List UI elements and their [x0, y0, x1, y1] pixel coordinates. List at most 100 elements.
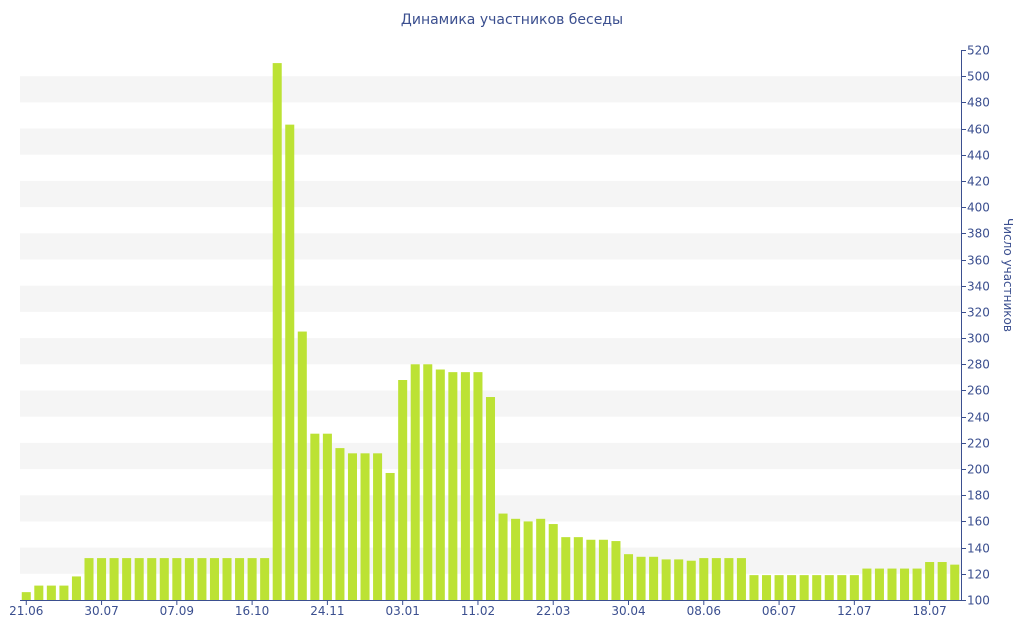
x-tick-label: 11.02 [461, 604, 495, 618]
bar[interactable] [335, 448, 345, 600]
bar[interactable] [511, 518, 521, 600]
y-tick-label: 440 [967, 149, 990, 163]
x-tick-label: 30.07 [84, 604, 118, 618]
x-tick-label: 08.06 [687, 604, 721, 618]
bar[interactable] [787, 575, 797, 600]
bar[interactable] [573, 537, 583, 600]
bar[interactable] [736, 558, 746, 600]
bar[interactable] [222, 558, 232, 600]
bar[interactable] [674, 559, 684, 600]
bar[interactable] [84, 558, 94, 600]
bar[interactable] [686, 560, 696, 600]
y-axis: 100 120 140 160 180 200 220 240 260 280 300 320 340 3… [961, 44, 990, 608]
bar[interactable] [385, 472, 395, 600]
bar[interactable] [260, 558, 270, 600]
bar[interactable] [360, 453, 370, 600]
y-tick-label: 160 [967, 515, 990, 529]
bar[interactable] [498, 513, 508, 600]
x-tick-label: 22.03 [536, 604, 570, 618]
bar[interactable] [147, 558, 157, 600]
bar[interactable] [774, 575, 784, 600]
bar[interactable] [423, 364, 433, 600]
bar[interactable] [561, 537, 571, 600]
bar[interactable] [624, 554, 634, 600]
bar[interactable] [21, 592, 31, 600]
bar[interactable] [711, 558, 721, 600]
bar[interactable] [159, 558, 169, 600]
bar[interactable] [749, 575, 759, 600]
bar[interactable] [410, 364, 420, 600]
x-tick-label: 03.01 [385, 604, 419, 618]
bar[interactable] [485, 397, 496, 600]
bar[interactable] [460, 372, 470, 600]
bar[interactable] [209, 558, 219, 600]
bars [21, 63, 960, 601]
bar[interactable] [109, 558, 119, 600]
y-tick-label: 200 [967, 463, 990, 477]
bar[interactable] [611, 541, 621, 600]
bar[interactable] [122, 558, 132, 600]
y-tick-label: 100 [967, 594, 990, 608]
y-tick-label: 120 [967, 568, 990, 582]
bar[interactable] [235, 558, 245, 600]
bar[interactable] [398, 380, 408, 600]
y-tick-label: 240 [967, 411, 990, 425]
bar[interactable] [862, 568, 872, 600]
y-tick-label: 520 [967, 44, 990, 58]
bar[interactable] [473, 372, 483, 600]
bar[interactable] [937, 562, 947, 600]
x-tick-label: 30.04 [611, 604, 645, 618]
bar[interactable] [586, 539, 596, 600]
bar[interactable] [373, 453, 383, 600]
bar[interactable] [837, 575, 847, 600]
bar[interactable] [950, 564, 960, 600]
bar[interactable] [661, 559, 671, 600]
y-tick-label: 220 [967, 437, 990, 451]
bar[interactable] [724, 558, 734, 600]
bar[interactable] [536, 518, 546, 600]
bar[interactable] [34, 585, 44, 600]
x-tick-label: 16.10 [235, 604, 269, 618]
bar[interactable] [900, 568, 910, 600]
bar[interactable] [799, 575, 809, 600]
bar[interactable] [97, 558, 107, 600]
y-tick-label: 280 [967, 358, 990, 372]
chart-title: Динамика участников беседы [400, 12, 624, 28]
bar[interactable] [285, 124, 295, 600]
bar[interactable] [46, 585, 56, 600]
bar[interactable] [636, 556, 646, 600]
bar[interactable] [812, 575, 822, 600]
y-tick-label: 340 [967, 280, 990, 294]
y-tick-label: 420 [967, 175, 990, 189]
bar[interactable] [523, 521, 533, 600]
bar[interactable] [912, 568, 922, 600]
bar[interactable] [699, 558, 709, 600]
bar[interactable] [849, 575, 859, 600]
bar[interactable] [762, 575, 772, 600]
bar[interactable] [548, 524, 558, 600]
bar[interactable] [134, 558, 144, 600]
bar[interactable] [322, 433, 332, 600]
bar[interactable] [310, 433, 320, 600]
bar[interactable] [297, 331, 307, 600]
bar[interactable] [448, 372, 458, 600]
bar[interactable] [824, 575, 834, 600]
bar[interactable] [71, 576, 81, 600]
bar[interactable] [272, 63, 282, 601]
bar[interactable] [197, 558, 207, 600]
bar[interactable] [649, 556, 659, 600]
bar[interactable] [598, 539, 608, 600]
bar[interactable] [347, 453, 357, 600]
grid-band [20, 338, 961, 365]
y-tick-label: 300 [967, 332, 990, 346]
bar[interactable] [925, 562, 935, 600]
bar[interactable] [887, 568, 897, 600]
bar[interactable] [247, 558, 257, 600]
grid-band [20, 128, 961, 155]
bar[interactable] [172, 558, 182, 600]
bar[interactable] [874, 568, 884, 600]
bar[interactable] [435, 369, 445, 600]
bar[interactable] [184, 558, 194, 600]
bar[interactable] [59, 585, 69, 600]
